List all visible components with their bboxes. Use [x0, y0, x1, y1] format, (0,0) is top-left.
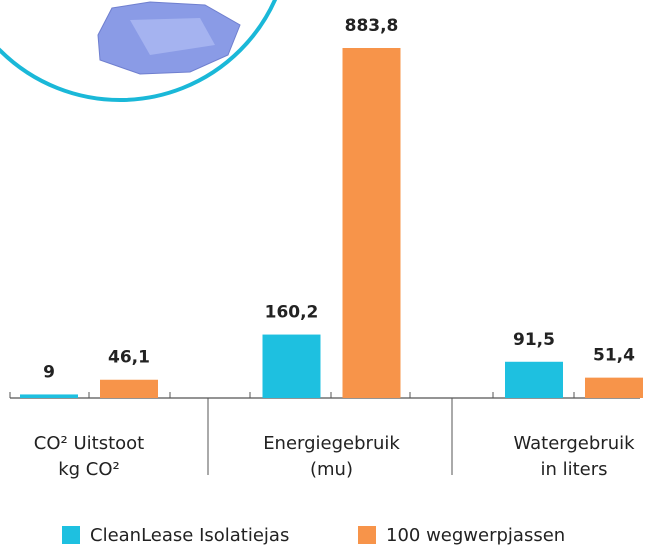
bar — [100, 380, 158, 398]
legend-swatch — [62, 526, 80, 544]
bar — [343, 48, 401, 398]
illustration — [0, 0, 290, 100]
bar — [505, 362, 563, 398]
bar — [263, 335, 321, 398]
legend-swatch — [358, 526, 376, 544]
x-tick-label: in liters — [540, 459, 607, 480]
chart: CO² Uitstoot kg CO² 9 46,1 Energiegebruik (mu… — [0, 0, 652, 545]
bar — [20, 394, 78, 398]
data-label: 883,8 — [345, 16, 399, 36]
x-tick-label: kg CO² — [58, 459, 120, 480]
data-label: 91,5 — [513, 330, 555, 350]
bar — [585, 378, 643, 398]
x-tick-label: CO² Uitstoot — [34, 433, 144, 454]
x-tick-label: (mu) — [310, 459, 353, 480]
data-label: 160,2 — [265, 303, 319, 323]
legend-label: CleanLease Isolatiejas — [90, 525, 289, 545]
legend-label: 100 wegwerpjassen — [386, 525, 565, 545]
page: CO² Uitstoot kg CO² 9 46,1 Energiegebruik (mu… — [0, 0, 652, 549]
data-label: 9 — [43, 362, 55, 382]
x-tick-label: Watergebruik — [513, 433, 635, 454]
data-label: 46,1 — [108, 348, 150, 368]
x-tick-label: Energiegebruik — [263, 433, 400, 454]
data-label: 51,4 — [593, 346, 635, 366]
